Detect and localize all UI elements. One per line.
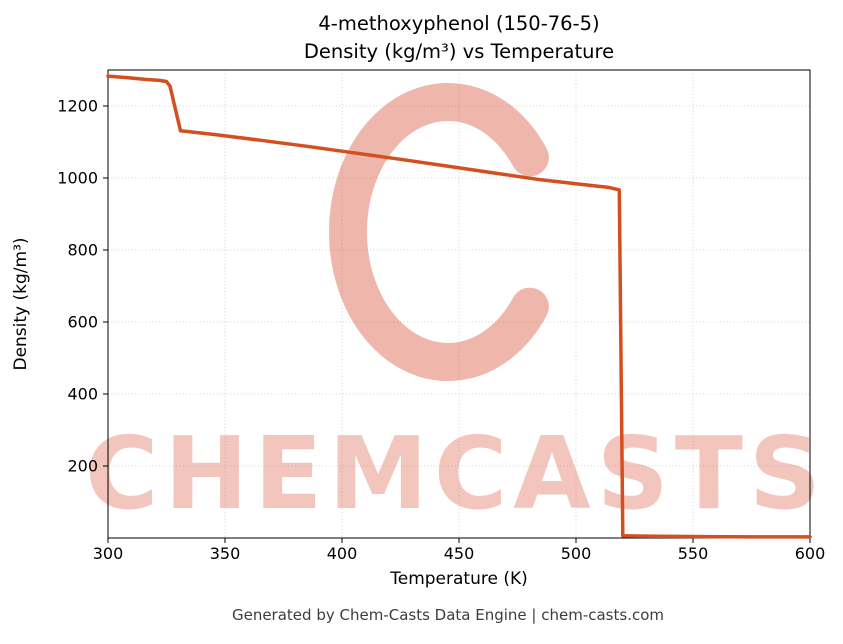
chart-title: 4-methoxyphenol (150-76-5) Density (kg/m… [108, 10, 810, 66]
watermark-text: CHEMCASTS [85, 415, 827, 532]
y-tick-label: 800 [67, 241, 98, 260]
plot-area: CHEMCASTS 300 350 400 450 500 550 600 200 400 600 8… [11, 69, 827, 589]
x-axis-label: Temperature (K) [389, 569, 528, 589]
y-axis-label: Density (kg/m³) [11, 237, 31, 370]
watermark-logo-c-icon [329, 83, 549, 381]
y-tick-label: 1200 [57, 97, 98, 116]
x-tick-label: 450 [444, 544, 475, 563]
chart-title-line1: 4-methoxyphenol (150-76-5) [318, 12, 600, 35]
density-line [106, 74, 812, 539]
x-tick-label: 350 [210, 544, 241, 563]
x-tick-label: 600 [795, 544, 826, 563]
y-tick-label: 600 [67, 313, 98, 332]
y-tick-label: 400 [67, 385, 98, 404]
y-tick-label: 200 [67, 457, 98, 476]
footer-credit: Generated by Chem-Casts Data Engine | ch… [231, 606, 665, 624]
x-tick-label: 500 [561, 544, 592, 563]
chart-title-line2: Density (kg/m³) vs Temperature [303, 40, 615, 63]
x-tick-label: 300 [93, 544, 124, 563]
x-tick-label: 550 [678, 544, 709, 563]
y-tick-label: 1000 [57, 169, 98, 188]
x-tick-label: 400 [327, 544, 358, 563]
